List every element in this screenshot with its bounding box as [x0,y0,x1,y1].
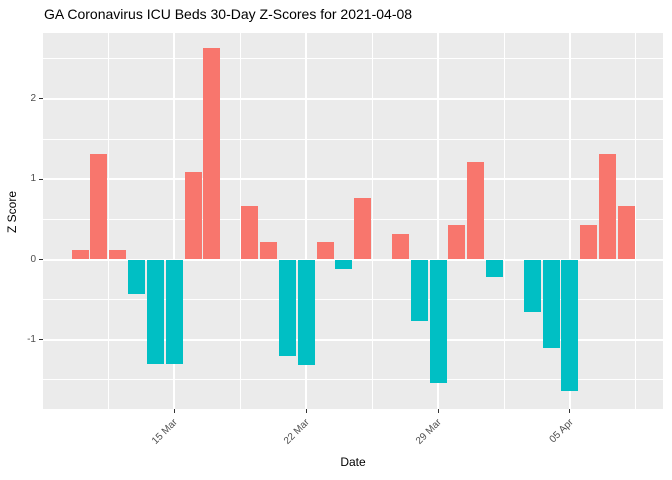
gridline-major-vertical [305,33,308,409]
gridline-minor-horizontal [43,379,663,381]
gridline-minor-horizontal [43,218,663,220]
bar-2021-03-17 [203,48,221,260]
bar-2021-04-05 [561,259,579,392]
gridline-minor-horizontal [43,138,663,140]
bar-2021-03-31 [467,162,485,260]
gridline-major-horizontal [43,178,663,181]
gridline-major-vertical [437,33,440,409]
gridline-major-horizontal [43,338,663,341]
gridline-major-vertical [568,33,571,409]
bar-2021-04-03 [523,259,541,313]
y-tick-label: 1 [30,173,36,185]
gridline-minor-vertical [239,33,241,409]
y-tick-mark [39,98,43,100]
gridline-major-horizontal [43,97,663,100]
gridline-minor-horizontal [43,299,663,301]
bar-2021-03-15 [165,259,183,364]
chart-title: GA Coronavirus ICU Beds 30-Day Z-Scores … [44,6,413,22]
y-tick-label: -1 [27,333,36,345]
gridline-minor-vertical [635,33,637,409]
x-axis-title: Date [340,455,366,469]
bar-2021-04-07 [599,154,617,260]
bar-2021-03-20 [260,241,277,260]
x-tick-mark [305,409,307,413]
y-tick-mark [39,178,43,180]
bar-2021-03-27 [391,233,409,260]
x-tick-mark [569,409,571,413]
gridline-minor-vertical [503,33,505,409]
y-tick-label: 2 [30,92,36,104]
bar-2021-03-11 [90,154,108,260]
bar-2021-03-22 [297,259,315,365]
bar-2021-03-14 [146,259,164,364]
bar-2021-03-21 [278,259,296,356]
x-tick-mark [437,409,439,413]
bar-2021-04-06 [580,224,598,260]
bar-2021-03-30 [448,224,466,260]
bar-2021-03-16 [184,171,202,260]
bar-2021-03-29 [429,259,447,384]
y-tick-mark [39,339,43,341]
bar-2021-04-04 [542,259,560,348]
bar-2021-03-19 [241,205,259,260]
plot-panel [43,33,663,409]
bar-2021-03-28 [410,259,428,321]
y-tick-label: 0 [30,253,36,265]
gridline-minor-vertical [371,33,373,409]
bar-2021-03-24 [335,259,353,270]
gridline-major-vertical [173,33,176,409]
y-axis-title: Z Score [5,190,19,234]
bar-2021-04-08 [617,205,635,260]
bar-2021-03-25 [354,198,372,260]
gridline-minor-vertical [107,33,109,409]
bar-2021-03-12 [109,249,127,260]
bar-2021-04-01 [486,259,504,278]
y-tick-mark [39,259,43,260]
bar-2021-03-10 [71,249,89,260]
bar-2021-03-13 [128,259,146,295]
gridline-major-horizontal [43,258,663,261]
x-tick-mark [173,409,175,413]
gridline-minor-horizontal [43,58,663,60]
bar-2021-03-23 [316,241,334,260]
